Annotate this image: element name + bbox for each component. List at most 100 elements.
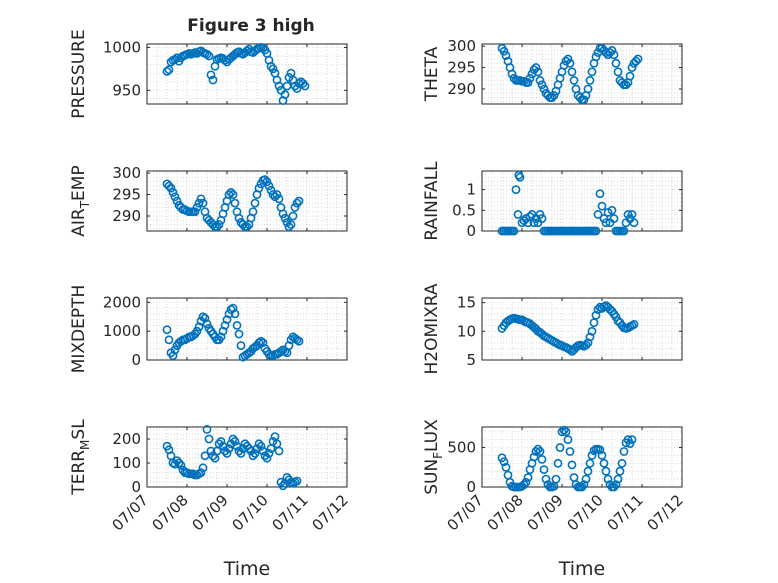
data-point bbox=[511, 185, 521, 195]
x-tick-label: 07/08 bbox=[149, 491, 192, 534]
y-tick-label: 290 bbox=[112, 207, 141, 225]
data-point bbox=[617, 458, 627, 468]
data-point bbox=[569, 473, 579, 482]
y-tick-label: 950 bbox=[112, 81, 141, 99]
data-point bbox=[611, 58, 621, 68]
data-point bbox=[625, 71, 635, 81]
y-axis-label-part: T bbox=[78, 200, 92, 209]
data-point bbox=[577, 482, 587, 492]
y-tick-label: 1000 bbox=[103, 322, 141, 340]
data-point bbox=[214, 220, 224, 229]
data-point bbox=[254, 439, 264, 449]
data-point bbox=[164, 181, 174, 191]
data-point bbox=[609, 50, 619, 60]
data-point bbox=[537, 454, 547, 464]
subplot-rainfall: 0 0.5 1 RAINFALL bbox=[422, 161, 683, 241]
y-axis-label-part: SL bbox=[69, 419, 89, 440]
data-point bbox=[561, 427, 571, 437]
y-tick-label: 295 bbox=[447, 59, 476, 77]
y-tick-label: 300 bbox=[447, 37, 476, 55]
data-point bbox=[268, 64, 278, 74]
y-axis-label: PRESSURE bbox=[69, 29, 89, 118]
data-point bbox=[230, 198, 240, 208]
data-point bbox=[579, 480, 589, 490]
data-point bbox=[583, 338, 593, 348]
data-point bbox=[499, 46, 509, 56]
x-axis-label: Time bbox=[223, 558, 271, 580]
data-point bbox=[174, 458, 184, 468]
x-tick-label: 07/12 bbox=[309, 491, 352, 534]
data-point bbox=[595, 189, 605, 199]
data-point bbox=[224, 444, 234, 453]
data-point bbox=[581, 340, 591, 350]
data-point bbox=[198, 198, 208, 208]
data-point bbox=[222, 448, 232, 458]
data-point bbox=[509, 226, 519, 236]
data-point bbox=[190, 207, 200, 217]
data-point bbox=[609, 482, 619, 492]
data-point bbox=[170, 192, 180, 202]
data-point bbox=[523, 473, 533, 482]
y-axis-label: SUNFLUX bbox=[422, 419, 445, 495]
y-axis-label-part: TERR bbox=[69, 450, 89, 496]
data-point bbox=[601, 218, 611, 228]
x-tick-label: 07/09 bbox=[524, 491, 567, 534]
data-point bbox=[256, 441, 266, 451]
data-point bbox=[266, 185, 276, 195]
data-point bbox=[607, 46, 617, 55]
figure-title: Figure 3 high bbox=[187, 16, 315, 36]
axes-box bbox=[146, 426, 348, 488]
data-point bbox=[202, 49, 212, 59]
data-point bbox=[206, 446, 216, 456]
data-point bbox=[627, 210, 637, 219]
data-point bbox=[216, 436, 226, 446]
data-point bbox=[537, 214, 547, 223]
axes-box bbox=[146, 43, 348, 105]
data-point bbox=[290, 203, 300, 212]
y-tick-label: 2000 bbox=[103, 293, 141, 311]
data-point bbox=[278, 481, 288, 491]
data-point bbox=[583, 466, 593, 476]
data-point bbox=[539, 465, 549, 475]
data-point bbox=[192, 326, 202, 336]
data-point bbox=[194, 322, 204, 332]
data-point bbox=[232, 320, 242, 330]
y-axis-label: MIXDEPTH bbox=[69, 285, 89, 374]
y-tick-label: 300 bbox=[112, 164, 141, 182]
data-point bbox=[228, 303, 238, 313]
data-point bbox=[274, 194, 284, 204]
data-point bbox=[587, 326, 597, 336]
data-point bbox=[244, 444, 254, 453]
data-point bbox=[206, 70, 216, 80]
data-point bbox=[535, 447, 545, 456]
data-point bbox=[521, 477, 531, 487]
subplot-theta: 290 295 300 THETA bbox=[422, 37, 683, 105]
data-point bbox=[288, 211, 298, 221]
y-axis-label-part: F bbox=[431, 452, 445, 459]
data-point bbox=[230, 309, 240, 319]
data-point bbox=[220, 320, 230, 330]
data-point bbox=[216, 332, 226, 342]
data-point bbox=[553, 458, 563, 468]
data-point bbox=[609, 214, 619, 223]
y-tick-label: 200 bbox=[112, 430, 141, 448]
y-axis-label-part: MIXDEPTH bbox=[69, 285, 89, 374]
data-point bbox=[585, 332, 595, 342]
data-point bbox=[170, 345, 180, 355]
subplot-mixdepth: 0 1000 2000 MIXDEPTH bbox=[69, 285, 348, 374]
y-tick-label: 15 bbox=[457, 294, 476, 312]
data-point bbox=[563, 435, 573, 445]
y-tick-label: 290 bbox=[447, 80, 476, 98]
data-point bbox=[503, 470, 513, 480]
data-point bbox=[597, 451, 607, 460]
data-point bbox=[633, 54, 643, 64]
data-point bbox=[196, 468, 206, 477]
data-point bbox=[198, 463, 208, 473]
data-point bbox=[280, 213, 290, 223]
data-point bbox=[254, 183, 264, 193]
data-point bbox=[242, 46, 252, 56]
data-point bbox=[589, 446, 599, 456]
data-point bbox=[569, 76, 579, 85]
data-point bbox=[164, 335, 174, 345]
y-axis-label-part: M bbox=[78, 440, 92, 450]
